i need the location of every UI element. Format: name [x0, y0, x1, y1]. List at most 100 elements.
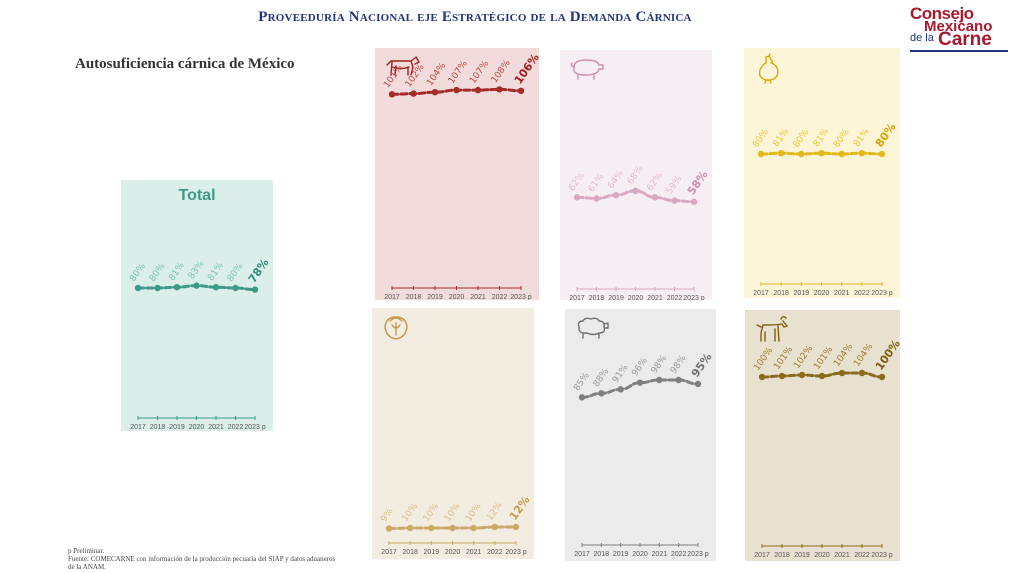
chart-background — [372, 308, 534, 559]
data-point-2020 — [453, 86, 460, 94]
goat-icon — [756, 316, 788, 342]
data-point-2019 — [798, 371, 806, 379]
x-tick-label-2023p: 2023 p — [687, 551, 709, 558]
data-point-2018 — [593, 195, 600, 202]
x-tick-label-2019: 2019 — [613, 551, 629, 558]
logo-line-3: de la — [910, 32, 934, 44]
x-tick-label-2022: 2022 — [487, 549, 503, 556]
x-tick-label-2018: 2018 — [774, 552, 790, 559]
data-point-2020 — [636, 379, 644, 386]
x-tick-label-2021: 2021 — [647, 295, 663, 300]
sheep-icon — [577, 317, 609, 339]
cow-icon-stroke-0 — [386, 56, 420, 76]
chart-title: Total — [178, 187, 215, 204]
x-tick-label-2020: 2020 — [449, 294, 465, 300]
data-point-2021 — [838, 369, 846, 377]
x-tick-label-2018: 2018 — [773, 290, 789, 297]
chicken-icon — [758, 53, 779, 84]
pig-icon-stroke-0 — [570, 59, 604, 80]
chart-background — [744, 48, 900, 298]
chicken-icon-stroke-0 — [758, 53, 779, 84]
x-tick-label-2017: 2017 — [569, 295, 585, 300]
logo-line-4: Carne — [938, 29, 992, 50]
x-tick-label-2022: 2022 — [228, 424, 244, 431]
data-point-2022 — [671, 197, 678, 204]
x-tick-label-2021: 2021 — [466, 549, 482, 556]
data-point-2017 — [385, 525, 393, 532]
sheep-icon-stroke-0 — [577, 317, 609, 339]
chart-svg: 85% 88% 91% 96% 98% 98% 95%2017 2018 2019 2020 202… — [565, 309, 716, 561]
x-tick-label-2020: 2020 — [632, 551, 648, 558]
data-point-2023p — [694, 380, 702, 388]
x-tick-label-2019: 2019 — [794, 552, 810, 559]
x-tick-label-2022: 2022 — [492, 294, 508, 300]
chart-background — [560, 50, 712, 300]
x-tick-label-2020: 2020 — [189, 424, 205, 431]
chart-svg: 101%102%104%107%107%108% 106%2017 2018 2019… — [375, 48, 539, 300]
data-point-2022 — [496, 86, 503, 93]
x-tick-label-2017: 2017 — [753, 290, 769, 297]
chart-panel-lamb: 85% 88% 91% 96% 98% 98% 95% 2017 2018 2019 2020 202… — [565, 309, 716, 561]
x-tick-label-2021: 2021 — [834, 552, 850, 559]
chart-background — [565, 309, 716, 561]
x-tick-label-2021: 2021 — [208, 424, 224, 431]
x-tick-label-2018: 2018 — [402, 549, 418, 556]
data-point-2023p — [251, 286, 259, 293]
data-point-2018 — [154, 284, 161, 292]
logo-line-1: Consejo — [910, 4, 974, 23]
data-point-2021 — [651, 194, 659, 201]
data-point-2022 — [858, 369, 866, 377]
data-point-2018 — [598, 390, 605, 397]
data-point-2019 — [428, 524, 435, 532]
data-point-2023p — [517, 87, 525, 94]
data-point-2017 — [758, 373, 766, 381]
turkey-icon — [384, 316, 408, 340]
cow-icon — [386, 56, 420, 76]
data-point-2021 — [474, 86, 482, 94]
chart-panel-goat: 100% 101% 102% 101% 104% 104% 100% 2017 2018 2019… — [745, 310, 900, 561]
x-tick-label-2019: 2019 — [608, 295, 624, 300]
x-tick-label-2022: 2022 — [667, 295, 683, 300]
data-point-2021 — [656, 376, 663, 384]
data-point-2019 — [612, 191, 620, 199]
chart-background — [375, 48, 539, 300]
x-tick-label-2023p: 2023 p — [871, 290, 893, 297]
data-point-2017 — [578, 394, 586, 401]
x-tick-label-2018: 2018 — [589, 295, 605, 300]
x-tick-label-2021: 2021 — [470, 294, 486, 300]
data-point-2020 — [818, 150, 825, 157]
chart-svg: 100%101%102%101%104%104%100%2017 2018 2019… — [745, 310, 900, 561]
x-tick-label-2019: 2019 — [427, 294, 443, 300]
chart-panel-chicken: 80% 81% 80% 81% 80% 81% 80% 2017 2018 2019 2020 202… — [744, 48, 900, 298]
x-tick-label-2022: 2022 — [671, 551, 687, 558]
pig-icon — [570, 59, 604, 80]
x-tick-label-2018: 2018 — [594, 551, 610, 558]
page-subtitle: Autosuficiencia cárnica de México — [75, 56, 295, 72]
x-tick-label-2019: 2019 — [424, 549, 440, 556]
x-tick-label-2021: 2021 — [834, 290, 850, 297]
x-tick-label-2020: 2020 — [814, 552, 830, 559]
chart-panel-pork: 62% 61% 64% 68% 62% 59% 58% 2017 2018 2019 2020 202… — [560, 50, 712, 300]
chart-svg: 9% 10% 10% 10% 10% 12% 12%2017 2018 2019 2020 2021… — [372, 308, 534, 559]
chart-panel-turkey: 9% 10% 10% 10% 10% 12% 12% 2017 2018 2019 2020 2021… — [372, 308, 534, 559]
x-tick-label-2023p: 2023 p — [683, 295, 705, 300]
x-tick-label-2020: 2020 — [628, 295, 644, 300]
data-point-2019 — [798, 150, 805, 158]
chart-panel-total: Total 80% 80% 81% 83% 81% 80% 78% 2017 2018 2019 20… — [121, 180, 273, 431]
data-point-2018 — [777, 150, 785, 157]
data-point-2021 — [470, 524, 477, 532]
data-point-2021 — [212, 284, 220, 291]
x-tick-label-2017: 2017 — [384, 294, 400, 300]
data-point-2022 — [232, 284, 239, 292]
data-point-2021 — [838, 150, 845, 158]
turkey-icon-stroke-0 — [384, 316, 408, 340]
data-point-2018 — [406, 524, 414, 532]
data-point-2019 — [617, 386, 624, 393]
x-tick-label-2020: 2020 — [445, 549, 461, 556]
x-tick-label-2023p: 2023 p — [244, 424, 266, 431]
chart-svg: 80% 81% 80% 81% 80% 81% 80%2017 2018 2019 2020 202… — [744, 48, 900, 298]
x-tick-label-2021: 2021 — [652, 551, 668, 558]
data-point-2023p — [878, 373, 886, 381]
data-point-2019 — [173, 284, 181, 291]
data-point-2020 — [818, 372, 826, 380]
